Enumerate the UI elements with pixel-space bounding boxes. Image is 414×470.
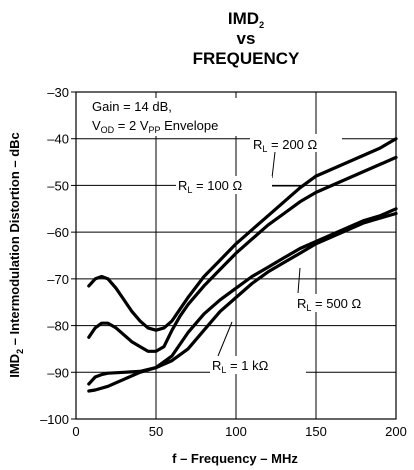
y-tick-label: –60 [47,225,69,240]
y-axis-ticks: –100 –90 –80 –70 –60 –50 –40 –30 [40,85,76,427]
y-tick-label: –40 [47,132,69,147]
plot-frame [75,91,397,420]
x-axis-ticks: 0 50 100 150 200 [72,424,406,439]
svg-text:RL = 1 kΩ: RL = 1 kΩ [212,358,269,375]
series-label-1k-ohm: RL = 1 kΩ [210,321,306,375]
x-tick-label: 0 [72,424,79,439]
series-label-200-ohm: RL = 200 Ω [250,134,342,179]
chart-series [87,137,398,393]
chart-title-line1: IMD2 [228,9,264,30]
x-tick-label: 100 [225,424,247,439]
svg-text:RL = 200 Ω: RL = 200 Ω [253,137,318,154]
chart-title-line3: FREQUENCY [193,49,300,68]
y-tick-label: –50 [47,178,69,193]
y-tick-label: –90 [47,365,69,380]
x-tick-label: 50 [149,424,163,439]
series-line-1 [87,155,398,353]
svg-text:RL = 100 Ω: RL = 100 Ω [178,178,243,195]
series-label-100-ohm: RL = 100 Ω [176,176,305,195]
y-tick-label: –70 [47,272,69,287]
series-line-0 [87,137,398,332]
series-label-500-ohm: RL = 500 Ω [294,267,386,313]
conditions-gain-label: Gain = 14 dB, [92,99,172,114]
svg-text:RL = 500 Ω: RL = 500 Ω [297,296,362,313]
chart-title-line2: vs [237,29,256,48]
x-tick-label: 150 [305,424,327,439]
series-line-3 [87,211,398,393]
x-tick-label: 200 [385,424,407,439]
y-tick-label: –30 [47,85,69,100]
plot-border [75,91,397,420]
conditions-annotation-background [86,98,258,136]
y-axis-label: IMD2 – Intermodulation Distortion – dBc [7,132,25,378]
conditions-voltage-label: VOD = 2 VPP Envelope [92,118,218,135]
y-tick-label: –80 [47,319,69,334]
series-line-2 [87,207,398,386]
y-tick-label: –100 [40,412,69,427]
x-axis-label: f – Frequency – MHz [172,451,298,466]
